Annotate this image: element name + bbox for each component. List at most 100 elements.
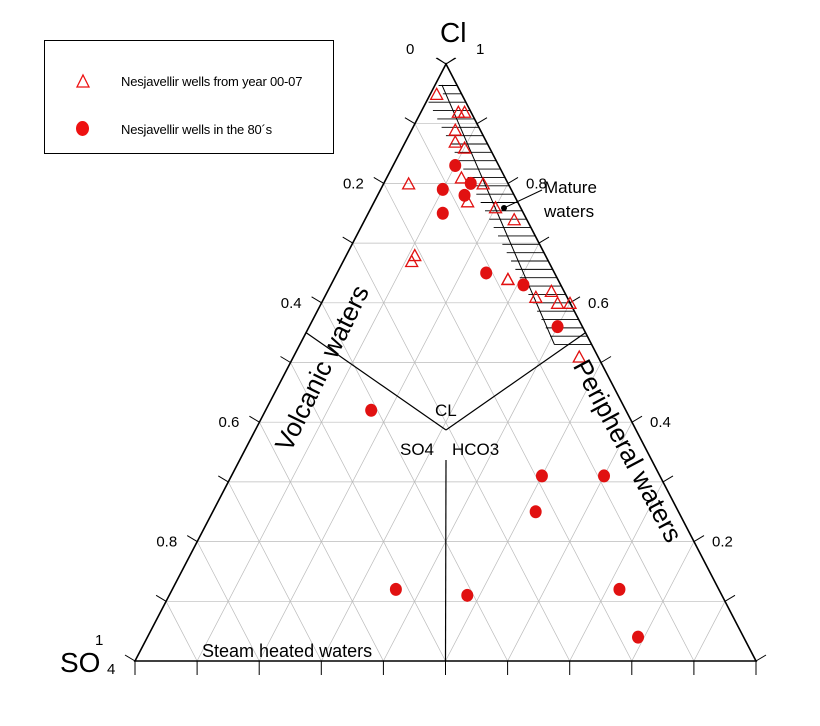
right-axis-tick xyxy=(755,654,767,662)
circle-point xyxy=(436,182,449,196)
steam-heated-waters-label: Steam heated waters xyxy=(202,641,372,661)
circle-point xyxy=(613,582,626,596)
grid-line-right xyxy=(320,242,540,662)
right-axis-tick xyxy=(476,117,488,125)
legend-label-triangle: Nesjavellir wells from year 00-07 xyxy=(121,73,303,89)
grid-line-left xyxy=(352,242,571,662)
right-axis-tick xyxy=(693,535,705,543)
left-axis-tick xyxy=(186,535,198,543)
left-tick-label: 0.6 xyxy=(219,414,240,431)
region-divider-right xyxy=(445,332,586,431)
triangle-point xyxy=(500,272,516,286)
grid-line-right xyxy=(196,123,478,662)
right-tick-label: 0.4 xyxy=(650,414,671,431)
top-value-label: 1 xyxy=(476,41,484,58)
legend-item-circle: Nesjavellir wells in the 80´s xyxy=(75,121,272,137)
mature-band-inner-edge xyxy=(441,84,555,345)
grid-line-right xyxy=(693,601,726,662)
top-tick-right xyxy=(445,57,456,65)
circle-point xyxy=(464,176,477,190)
triangle-point xyxy=(457,104,472,118)
circle-point xyxy=(551,320,564,334)
region-divider-down xyxy=(444,459,447,662)
triangle-point xyxy=(562,295,578,309)
left-axis-tick xyxy=(280,356,291,363)
circle-point xyxy=(535,469,548,483)
axis-tick-labels: 0.2 0.4 0.6 0.8 0.8 0.6 0.4 0.2 xyxy=(156,175,733,550)
left-axis-tick xyxy=(124,654,136,662)
circle-point xyxy=(632,630,645,644)
left-axis-tick xyxy=(155,594,167,602)
triangle-point xyxy=(404,254,419,268)
left-axis-tick xyxy=(404,117,416,125)
circle-point xyxy=(461,588,474,602)
triangle-point xyxy=(572,349,587,363)
right-axis-tick xyxy=(662,475,674,483)
left-vertex-value: 1 xyxy=(95,632,103,649)
circle-point xyxy=(517,278,530,292)
open-triangle-icon xyxy=(75,73,91,89)
circle-point xyxy=(365,403,378,417)
mature-waters-label-line1: Mature xyxy=(544,178,597,197)
circle-point xyxy=(449,158,462,172)
grid-line-left xyxy=(227,481,322,662)
triangle-point xyxy=(544,284,559,298)
grid-line-left xyxy=(290,362,446,662)
peripheral-waters-label: Peripheral waters xyxy=(567,354,688,547)
left-vertex-label: SO xyxy=(60,647,100,678)
circle-point xyxy=(436,206,449,220)
right-axis-tick xyxy=(538,236,550,244)
legend-label-circle: Nesjavellir wells in the 80´s xyxy=(121,121,272,137)
circle-point xyxy=(458,188,471,202)
left-tick-label: 0.4 xyxy=(281,295,302,312)
mature-waters-label-line2: waters xyxy=(543,202,594,221)
triangle-point xyxy=(451,104,466,118)
top-zero-label: 0 xyxy=(406,41,414,58)
circle-point xyxy=(598,469,611,483)
right-axis-tick xyxy=(724,594,736,602)
left-axis-tick xyxy=(342,236,353,244)
left-tick-label: 0.8 xyxy=(156,534,177,551)
right-axis-tick xyxy=(507,176,519,184)
triangle-point xyxy=(457,140,472,154)
center-cl-label: CL xyxy=(435,401,457,420)
left-vertex-subscript: 4 xyxy=(107,661,115,678)
circle-point xyxy=(480,266,493,280)
triangle-point xyxy=(488,200,503,214)
triangle-point xyxy=(448,134,463,148)
right-tick-label: 0.2 xyxy=(712,534,733,551)
triangle-point xyxy=(507,212,522,226)
grid-line-left xyxy=(165,601,198,662)
top-tick-left xyxy=(436,57,447,65)
grid-lines xyxy=(165,123,726,662)
triangle-point xyxy=(429,86,444,100)
region-divider-lines xyxy=(305,332,447,431)
right-tick-label: 0.6 xyxy=(588,295,609,312)
left-tick-label: 0.2 xyxy=(343,175,364,192)
right-axis-tick xyxy=(600,356,612,363)
grid-line-left xyxy=(196,541,260,662)
grid-line-right xyxy=(445,362,602,662)
triangle-point xyxy=(476,176,491,190)
right-axis-tick xyxy=(569,296,581,304)
data-points xyxy=(365,86,645,644)
triangle-point xyxy=(454,170,469,184)
filled-circle-icon xyxy=(75,121,91,137)
axis-ticks xyxy=(124,57,767,675)
grid-line-right xyxy=(569,481,664,662)
center-hco3-label: HCO3 xyxy=(452,440,499,459)
triangle-point xyxy=(500,272,516,286)
right-tick-label: 0.8 xyxy=(526,175,547,192)
triangle-point xyxy=(401,176,416,190)
top-vertex-label: Cl xyxy=(440,17,466,48)
triangle-point xyxy=(550,295,565,309)
grid-line-left xyxy=(259,422,384,662)
circle-point xyxy=(389,582,402,596)
right-axis-tick xyxy=(631,415,643,423)
left-axis-tick xyxy=(311,296,322,304)
legend-item-triangle: Nesjavellir wells from year 00-07 xyxy=(75,73,302,89)
left-axis-tick xyxy=(218,475,229,483)
grid-line-left xyxy=(414,123,695,662)
chart-legend: Nesjavellir wells from year 00-07 Nesjav… xyxy=(44,40,334,154)
